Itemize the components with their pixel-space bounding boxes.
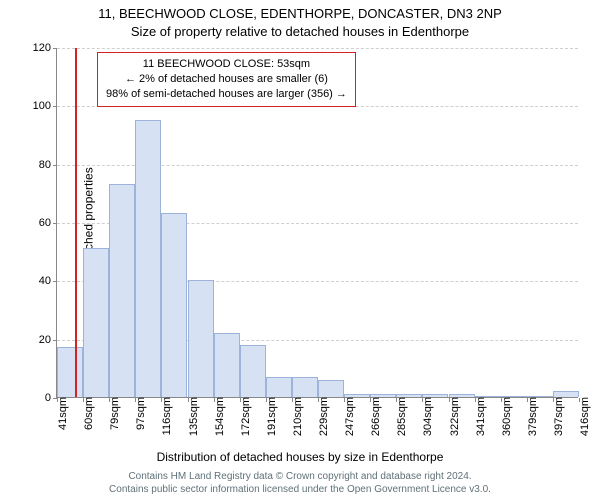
x-tick-label: 266sqm (368, 397, 382, 436)
histogram-chart: 11, BEECHWOOD CLOSE, EDENTHORPE, DONCAST… (0, 0, 600, 500)
x-tick (501, 398, 502, 402)
x-tick (318, 398, 319, 402)
property-marker-line (75, 48, 77, 397)
x-tick (83, 398, 84, 402)
x-tick (109, 398, 110, 402)
y-tick (53, 48, 57, 49)
x-tick (396, 398, 397, 402)
x-tick-label: 379sqm (525, 397, 539, 436)
y-tick (53, 106, 57, 107)
chart-footer: Contains HM Land Registry data © Crown c… (0, 470, 600, 496)
histogram-bar (214, 333, 240, 397)
y-tick (53, 281, 57, 282)
histogram-bar (161, 213, 187, 397)
x-tick (240, 398, 241, 402)
infobox-line: 98% of semi-detached houses are larger (… (106, 87, 347, 102)
histogram-bar (135, 120, 161, 397)
x-tick (553, 398, 554, 402)
x-tick (422, 398, 423, 402)
footer-line-2: Contains public sector information licen… (0, 483, 600, 496)
y-tick (53, 340, 57, 341)
x-tick (57, 398, 58, 402)
x-tick (475, 398, 476, 402)
x-tick-label: 360sqm (499, 397, 513, 436)
histogram-bar (292, 377, 318, 397)
x-tick (214, 398, 215, 402)
x-tick (188, 398, 189, 402)
x-axis-label: Distribution of detached houses by size … (0, 450, 600, 464)
x-tick (370, 398, 371, 402)
chart-title-main: 11, BEECHWOOD CLOSE, EDENTHORPE, DONCAST… (0, 6, 600, 21)
x-tick-label: 341sqm (473, 397, 487, 436)
y-tick (53, 165, 57, 166)
histogram-bar (109, 184, 135, 397)
x-tick-label: 229sqm (316, 397, 330, 436)
histogram-bar (266, 377, 292, 397)
property-infobox: 11 BEECHWOOD CLOSE: 53sqm← 2% of detache… (97, 52, 356, 107)
histogram-bar (83, 248, 109, 397)
x-tick-label: 154sqm (212, 397, 226, 436)
x-tick-label: 397sqm (551, 397, 565, 436)
x-tick-label: 135sqm (186, 397, 200, 436)
x-tick (135, 398, 136, 402)
infobox-line: ← 2% of detached houses are smaller (6) (106, 72, 347, 87)
histogram-bar (57, 347, 83, 397)
x-tick (449, 398, 450, 402)
gridline (57, 48, 578, 49)
chart-title-sub: Size of property relative to detached ho… (0, 24, 600, 39)
histogram-bar (188, 280, 214, 397)
x-tick (527, 398, 528, 402)
histogram-bar (318, 380, 344, 398)
x-tick-label: 247sqm (342, 397, 356, 436)
x-tick-label: 416sqm (577, 397, 591, 436)
x-tick (161, 398, 162, 402)
x-tick-label: 322sqm (447, 397, 461, 436)
x-tick-label: 191sqm (264, 397, 278, 436)
x-tick (579, 398, 580, 402)
x-tick-label: 172sqm (238, 397, 252, 436)
infobox-line: 11 BEECHWOOD CLOSE: 53sqm (106, 57, 347, 72)
x-tick (344, 398, 345, 402)
histogram-bar (240, 345, 266, 398)
plot-area: 02040608010012041sqm60sqm79sqm97sqm116sq… (56, 48, 578, 398)
x-tick-label: 116sqm (159, 397, 173, 435)
x-tick (266, 398, 267, 402)
x-tick-label: 304sqm (420, 397, 434, 436)
footer-line-1: Contains HM Land Registry data © Crown c… (0, 470, 600, 483)
y-tick (53, 223, 57, 224)
x-tick-label: 285sqm (394, 397, 408, 436)
x-tick (292, 398, 293, 402)
x-tick-label: 210sqm (290, 397, 304, 436)
